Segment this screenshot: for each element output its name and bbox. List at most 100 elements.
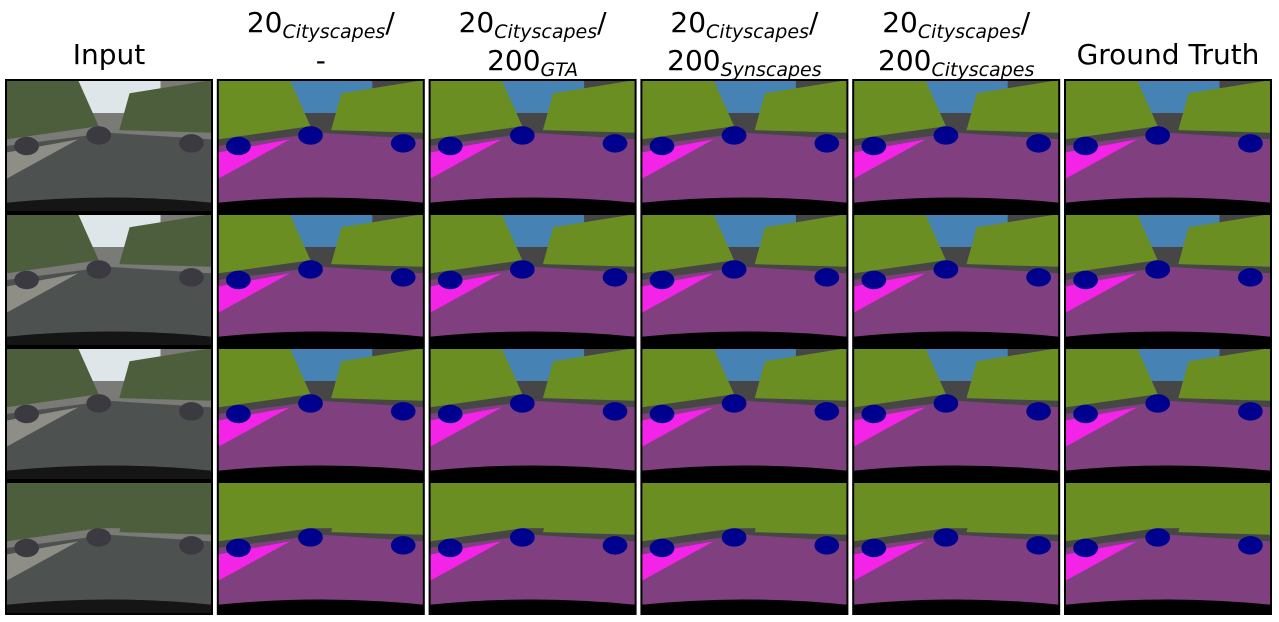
column-header-line: 200GTA — [487, 44, 578, 81]
input-image — [6, 348, 212, 480]
figure: Input20Cityscapes/-20Cityscapes/200GTA20… — [0, 0, 1279, 618]
vegetation — [641, 482, 847, 528]
car — [1073, 405, 1098, 423]
car — [391, 134, 416, 152]
segmentation-image — [853, 80, 1059, 212]
segmentation-image — [430, 214, 636, 346]
car — [1026, 134, 1051, 152]
car — [861, 405, 886, 423]
header-text: 20 — [459, 6, 495, 39]
car — [14, 137, 39, 155]
header-text: / — [385, 6, 395, 39]
car — [510, 126, 535, 144]
car — [510, 260, 535, 278]
car — [603, 402, 628, 420]
header-subscript: Cityscapes — [931, 59, 1034, 81]
car — [86, 260, 111, 278]
car — [814, 268, 839, 286]
column-title: Input — [73, 38, 146, 71]
header-text: 200 — [487, 44, 540, 77]
column-header-line: 200Cityscapes — [878, 44, 1034, 81]
car — [391, 536, 416, 554]
car — [1145, 394, 1170, 412]
car — [861, 539, 886, 557]
car — [14, 271, 39, 289]
car — [1145, 528, 1170, 546]
car — [86, 394, 111, 412]
car — [179, 536, 204, 554]
car — [14, 539, 39, 557]
segmentation-image — [641, 348, 847, 480]
car — [1145, 126, 1170, 144]
car — [226, 405, 251, 423]
segmentation-image — [218, 80, 424, 212]
car — [86, 126, 111, 144]
header-text: / — [597, 6, 607, 39]
car — [438, 271, 463, 289]
header-text: 20 — [247, 6, 283, 39]
car — [603, 134, 628, 152]
header-text: / — [809, 6, 819, 39]
car — [861, 271, 886, 289]
car — [1238, 268, 1263, 286]
input-image — [6, 482, 212, 614]
car — [650, 539, 675, 557]
car — [934, 260, 959, 278]
car — [1073, 539, 1098, 557]
vegetation — [430, 482, 636, 528]
segmentation-image — [641, 214, 847, 346]
segmentation-image — [641, 80, 847, 212]
car — [603, 536, 628, 554]
vegetation — [1065, 482, 1271, 528]
car — [650, 405, 675, 423]
input-image — [6, 214, 212, 346]
vegetation — [6, 482, 212, 528]
car — [650, 271, 675, 289]
car — [1238, 536, 1263, 554]
segmentation-image — [218, 482, 424, 614]
car — [814, 536, 839, 554]
segmentation-image — [1065, 348, 1271, 480]
header-text: / — [1021, 6, 1031, 39]
input-image — [6, 80, 212, 212]
header-subscript: Cityscapes — [494, 21, 597, 43]
car — [722, 528, 747, 546]
segmentation-image — [430, 80, 636, 212]
header-text: 200 — [667, 44, 720, 77]
segmentation-image — [218, 348, 424, 480]
column-header-line: 20Cityscapes/ — [882, 6, 1031, 43]
segmentation-image — [430, 482, 636, 614]
car — [510, 394, 535, 412]
car — [1026, 536, 1051, 554]
column-header-line: 20Cityscapes/ — [459, 6, 608, 43]
car — [226, 539, 251, 557]
car — [603, 268, 628, 286]
car — [934, 394, 959, 412]
car — [1238, 134, 1263, 152]
car — [1073, 271, 1098, 289]
car — [86, 528, 111, 546]
car — [1026, 268, 1051, 286]
segmentation-image — [641, 482, 847, 614]
car — [14, 405, 39, 423]
car — [179, 134, 204, 152]
segmentation-image — [1065, 214, 1271, 346]
car — [298, 528, 323, 546]
header-subscript: Synscapes — [721, 59, 822, 81]
car — [438, 539, 463, 557]
segmentation-image — [853, 214, 1059, 346]
car — [226, 271, 251, 289]
header-subscript: Cityscapes — [706, 21, 809, 43]
segmentation-image — [853, 348, 1059, 480]
car — [391, 402, 416, 420]
car — [510, 528, 535, 546]
car — [1145, 260, 1170, 278]
car — [934, 126, 959, 144]
segmentation-image — [430, 348, 636, 480]
car — [650, 137, 675, 155]
segmentation-image — [1065, 80, 1271, 212]
car — [391, 268, 416, 286]
car — [1026, 402, 1051, 420]
header-text: 20 — [882, 6, 918, 39]
car — [722, 394, 747, 412]
